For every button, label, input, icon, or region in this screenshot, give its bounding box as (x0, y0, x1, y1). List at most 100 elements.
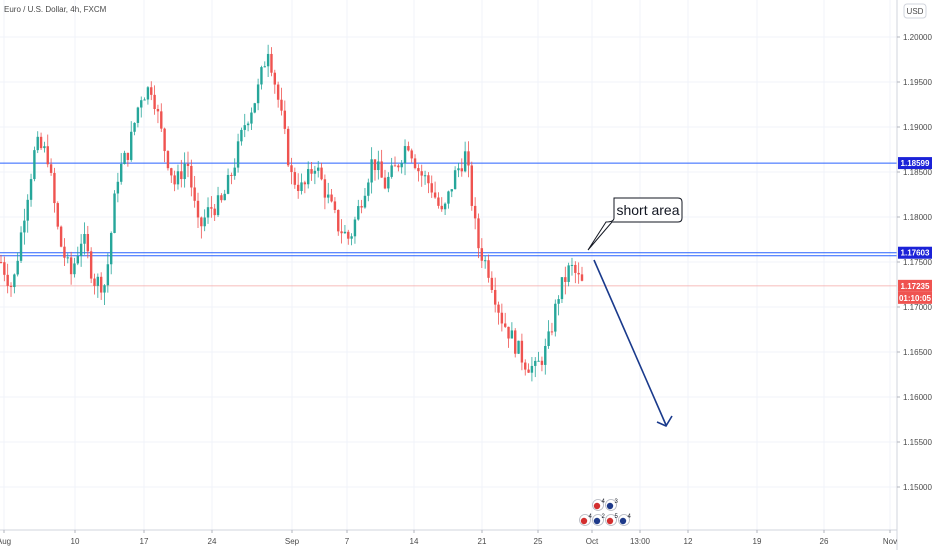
trend-arrow-line[interactable] (593, 259, 667, 426)
time-axis[interactable]: Aug 10 17 24 Sep 7 14 21 25 Oct 13:00 12 19 26 Nov (0, 530, 897, 546)
candle-body (13, 274, 16, 288)
candle-body (146, 87, 150, 100)
grid (0, 0, 897, 530)
candle-body (196, 200, 200, 218)
candle-body (463, 151, 467, 172)
candle-body (273, 72, 277, 85)
event-flag-icon[interactable]: 2 (592, 514, 606, 526)
callout-box[interactable] (587, 197, 683, 251)
event-flag-icon[interactable]: 5 (605, 514, 619, 526)
candle-body (403, 146, 407, 164)
economic-events[interactable]: 4 3 4 2 5 4 (579, 499, 632, 526)
candle-body (0, 262, 3, 263)
candle-body (106, 264, 110, 286)
flag-icon (593, 517, 601, 525)
candle-body (223, 193, 226, 201)
candle-body (236, 141, 240, 168)
price-axis[interactable]: 1.20000 1.19500 1.19000 1.18500 1.18000 1.175… (897, 33, 932, 492)
candle-body (99, 276, 103, 293)
candle-body (186, 163, 190, 166)
callout-text: short area (616, 202, 679, 218)
candle-body (116, 181, 120, 194)
candle-body (29, 179, 33, 200)
candle-body (567, 265, 570, 282)
candle-body (143, 99, 146, 101)
price-tick-label: 1.17000 (903, 303, 932, 312)
candles (0, 44, 584, 382)
candle-body (313, 170, 317, 174)
candle-body (497, 304, 500, 313)
candle-body (250, 112, 253, 124)
time-tick-label: Oct (586, 537, 599, 546)
level-badge (898, 157, 932, 170)
currency-button[interactable]: USD (903, 3, 927, 19)
candle-body (343, 231, 347, 234)
candle-body (19, 232, 23, 261)
candle-body (570, 264, 574, 266)
horizontal-levels[interactable] (0, 162, 897, 287)
candle-body (577, 272, 580, 275)
drawings[interactable]: short area (587, 197, 683, 428)
candle-body (220, 195, 223, 201)
candle-body (340, 231, 343, 234)
candle-body (534, 360, 537, 366)
candle-body (43, 146, 46, 149)
candle-body (500, 312, 504, 324)
candle-body (353, 219, 357, 237)
candle-body (153, 94, 156, 110)
candle-body (256, 84, 260, 104)
candle-body (133, 122, 136, 132)
candle-body (450, 189, 453, 192)
candle-body (410, 150, 413, 159)
candle-body (337, 209, 340, 232)
candle-body (233, 167, 236, 176)
candle-body (387, 176, 390, 189)
price-tick-label: 1.16500 (903, 348, 932, 357)
candle-body (176, 171, 180, 185)
candle-body (300, 182, 303, 192)
time-tick-label: 21 (478, 537, 487, 546)
level-badge-label: 1.17603 (901, 249, 930, 258)
candle-body (427, 175, 430, 184)
price-tick-label: 1.15500 (903, 438, 932, 447)
candle-body (140, 100, 143, 108)
candle-body (6, 274, 9, 286)
candle-body (540, 360, 544, 365)
time-tick-label: 17 (140, 537, 149, 546)
candle-body (69, 257, 73, 275)
candle-body (173, 175, 176, 185)
time-tick-label: 7 (345, 537, 350, 546)
event-count: 4 (589, 514, 593, 520)
event-flag-icon[interactable]: 4 (592, 499, 606, 511)
candle-body (296, 184, 300, 192)
candle-body (380, 161, 383, 178)
candle-body (504, 323, 507, 327)
candle-body (400, 163, 403, 168)
candle-body (520, 340, 524, 363)
price-tick-label: 1.16000 (903, 393, 932, 402)
candle-body (393, 165, 397, 167)
event-flag-icon[interactable]: 3 (605, 499, 619, 511)
candle-body (370, 159, 373, 183)
candle-body (430, 183, 433, 193)
candle-body (377, 161, 380, 171)
event-flag-icon[interactable]: 4 (618, 514, 632, 526)
candle-body (544, 346, 547, 365)
candle-body (73, 263, 76, 275)
time-tick-label: Sep (285, 537, 300, 546)
price-tick-label: 1.17500 (903, 258, 932, 267)
time-tick-label: 25 (534, 537, 543, 546)
candle-body (397, 165, 400, 168)
candle-body (26, 199, 29, 221)
candle-body (286, 128, 290, 166)
candle-body (483, 260, 487, 262)
candle-body (327, 194, 330, 198)
candle-body (59, 226, 63, 247)
candle-body (283, 110, 287, 129)
candle-body (183, 163, 186, 180)
candle-body (123, 152, 126, 165)
event-flag-icon[interactable]: 4 (579, 514, 593, 526)
candle-body (350, 236, 353, 239)
